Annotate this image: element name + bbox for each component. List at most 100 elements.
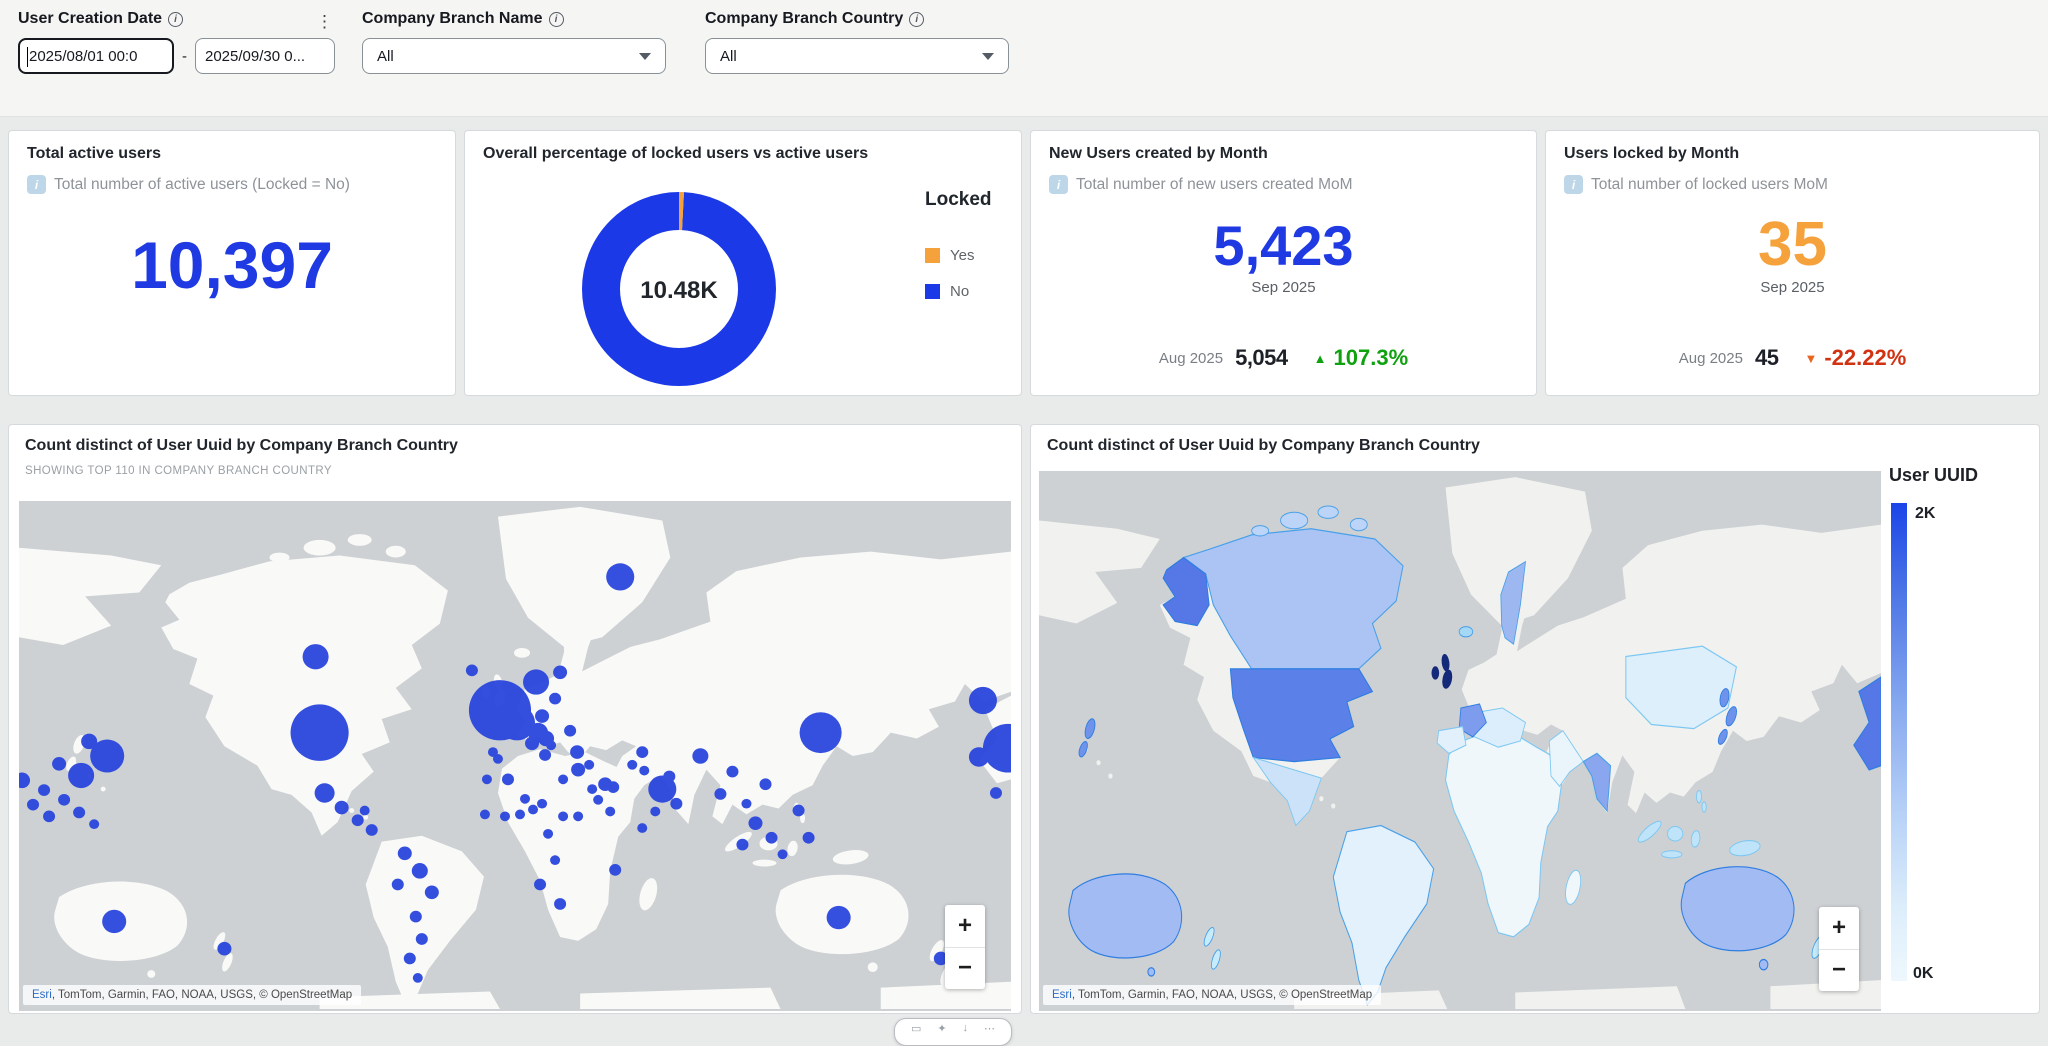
branch-country-select[interactable]: All: [705, 38, 1009, 74]
map-bubble[interactable]: [570, 745, 585, 759]
map-bubble[interactable]: [802, 831, 815, 844]
zoom-out-button[interactable]: −: [957, 954, 972, 982]
map-bubble[interactable]: [290, 704, 349, 761]
map-bubble[interactable]: [412, 973, 423, 983]
map-bubble[interactable]: [759, 778, 772, 791]
map-bubble[interactable]: [571, 762, 586, 777]
map-bubble[interactable]: [73, 806, 86, 819]
map-bubble[interactable]: [535, 709, 550, 723]
map-bubble[interactable]: [492, 754, 503, 764]
map-bubble[interactable]: [102, 909, 127, 934]
region-united-states[interactable]: [1229, 668, 1374, 763]
map-bubble[interactable]: [606, 563, 635, 591]
map-bubble[interactable]: [558, 774, 569, 785]
map-bubble[interactable]: [38, 784, 51, 796]
map-bubble[interactable]: [397, 846, 412, 861]
date-end-input[interactable]: 2025/09/30 0...: [195, 38, 335, 74]
info-icon[interactable]: i: [909, 11, 925, 27]
region-canada[interactable]: [1182, 528, 1404, 670]
region-france[interactable]: [1458, 703, 1487, 738]
map-bubble[interactable]: [465, 664, 478, 677]
map-bubble[interactable]: [663, 770, 676, 783]
map-bubble[interactable]: [334, 800, 349, 815]
map-bubble[interactable]: [573, 811, 584, 822]
map-bubble[interactable]: [539, 749, 552, 761]
map-bubble[interactable]: [584, 759, 595, 770]
map-bubble[interactable]: [543, 828, 554, 839]
map-bubble[interactable]: [670, 797, 683, 810]
map-bubble[interactable]: [523, 669, 550, 695]
map-bubble[interactable]: [982, 723, 1011, 773]
bubble-map[interactable]: Esri, TomTom, Garmin, FAO, NOAA, USGS, ©…: [19, 501, 1011, 1011]
map-bubble[interactable]: [692, 748, 709, 764]
map-bubble[interactable]: [792, 804, 805, 817]
map-bubble[interactable]: [714, 788, 727, 800]
map-bubble[interactable]: [409, 910, 422, 923]
map-bubble[interactable]: [403, 952, 416, 965]
donut-slice[interactable]: [582, 192, 776, 386]
map-bubble[interactable]: [351, 814, 364, 827]
map-bubble[interactable]: [799, 712, 842, 754]
map-bubble[interactable]: [636, 746, 649, 758]
esri-link[interactable]: Esri: [32, 989, 52, 1001]
info-icon[interactable]: i: [168, 11, 184, 27]
map-bubble[interactable]: [68, 762, 95, 789]
map-bubble[interactable]: [411, 863, 428, 879]
map-bubble[interactable]: [81, 733, 98, 750]
region-india[interactable]: [1582, 752, 1612, 813]
map-bubble[interactable]: [564, 724, 577, 737]
map-bubble[interactable]: [546, 740, 557, 751]
map-bubble[interactable]: [481, 774, 492, 785]
region-mexico[interactable]: [1252, 756, 1322, 827]
map-bubble[interactable]: [593, 794, 604, 805]
legend-item-yes[interactable]: Yes: [925, 247, 974, 264]
region-alaska[interactable]: [1162, 556, 1210, 627]
map-bubble[interactable]: [558, 811, 569, 822]
map-bubble[interactable]: [27, 798, 40, 811]
map-bubble[interactable]: [19, 772, 31, 789]
map-bubble[interactable]: [537, 798, 548, 809]
branch-name-select[interactable]: All: [362, 38, 666, 74]
zoom-out-button[interactable]: −: [1831, 956, 1846, 984]
map-bubble[interactable]: [499, 811, 510, 822]
map-bubble[interactable]: [605, 806, 616, 817]
map-bubble[interactable]: [554, 898, 567, 910]
map-bubble[interactable]: [512, 719, 532, 737]
map-bubble[interactable]: [968, 747, 989, 767]
map-bubble[interactable]: [741, 798, 752, 809]
map-bubble[interactable]: [607, 781, 620, 793]
map-bubble[interactable]: [90, 739, 125, 773]
map-bubble[interactable]: [314, 783, 335, 803]
map-bubble[interactable]: [550, 855, 561, 866]
map-bubble[interactable]: [736, 838, 749, 851]
map-bubble[interactable]: [359, 805, 370, 816]
map-bubble[interactable]: [89, 819, 100, 829]
legend-item-no[interactable]: No: [925, 283, 969, 300]
map-bubble[interactable]: [515, 809, 526, 820]
map-bubble[interactable]: [777, 849, 788, 860]
map-bubble[interactable]: [520, 793, 531, 804]
map-bubble[interactable]: [501, 773, 514, 786]
map-bubble[interactable]: [609, 864, 622, 876]
map-bubble[interactable]: [58, 793, 71, 806]
zoom-in-button[interactable]: +: [1819, 907, 1859, 950]
map-bubble[interactable]: [553, 665, 568, 680]
info-icon[interactable]: i: [548, 11, 564, 27]
esri-link[interactable]: Esri: [1052, 989, 1072, 1001]
map-bubble[interactable]: [989, 787, 1002, 799]
map-bubble[interactable]: [765, 831, 778, 844]
map-bubble[interactable]: [391, 878, 404, 891]
map-bubble[interactable]: [627, 759, 638, 770]
filter-menu-kebab-icon[interactable]: ⋮: [316, 12, 334, 31]
toolbar-icon[interactable]: ↓: [962, 1022, 969, 1034]
region-arabia[interactable]: [1548, 730, 1584, 788]
region-spain[interactable]: [1436, 725, 1467, 754]
map-bubble[interactable]: [534, 878, 547, 891]
map-bubble[interactable]: [748, 816, 763, 830]
region-china[interactable]: [1625, 645, 1738, 730]
map-bubble[interactable]: [637, 823, 648, 833]
map-bubble[interactable]: [587, 784, 598, 794]
map-bubble[interactable]: [365, 824, 378, 836]
date-start-input[interactable]: 2025/08/01 00:0: [18, 38, 174, 74]
map-bubble[interactable]: [302, 644, 329, 670]
